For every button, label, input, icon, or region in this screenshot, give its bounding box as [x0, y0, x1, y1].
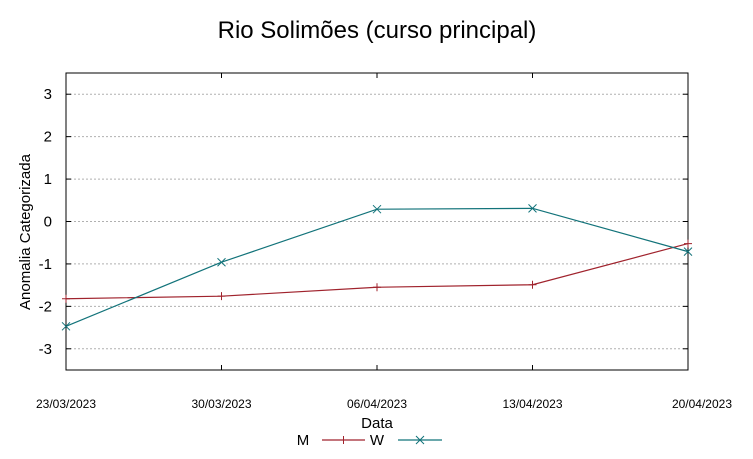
- y-axis: 3 2 1 0 -1 -2 -3: [39, 86, 688, 358]
- y-tick-label: 3: [44, 86, 52, 103]
- y-tick-label: 1: [44, 171, 52, 188]
- y-tick-label: 0: [44, 214, 52, 231]
- legend-marker-w: [415, 435, 425, 445]
- x-tick-label: 23/03/2023: [36, 397, 96, 411]
- x-tick-label: 06/04/2023: [347, 397, 407, 411]
- legend-label-w: W: [370, 432, 385, 449]
- series-m-point: [62, 294, 70, 303]
- chart-title: Rio Solimões (curso principal): [218, 17, 537, 44]
- series-w-point: [528, 203, 537, 213]
- legend-marker-m: [339, 436, 348, 444]
- series-m-point: [528, 280, 537, 289]
- series-m-point: [684, 239, 692, 248]
- series-w-point: [683, 247, 693, 256]
- y-tick-label: -3: [39, 341, 52, 358]
- series-m-point: [373, 283, 381, 292]
- series-m: [62, 239, 692, 303]
- series-w-line: [65, 207, 689, 327]
- legend-label-m: M: [297, 432, 310, 449]
- series-group: [61, 203, 693, 331]
- grid-lines: [66, 93, 688, 350]
- series-w-point: [372, 204, 382, 214]
- series-m-point: [217, 292, 226, 301]
- x-axis-label: Data: [361, 415, 393, 432]
- y-axis-label: Anomalia Categorizada: [17, 153, 34, 310]
- x-tick-label: 13/04/2023: [502, 397, 562, 411]
- series-w: [61, 203, 693, 331]
- x-tick-label: 20/04/2023: [672, 397, 732, 411]
- x-tick-label: 30/03/2023: [191, 397, 251, 411]
- y-tick-label: 2: [44, 129, 52, 146]
- y-tick-label: -1: [39, 256, 52, 273]
- series-w-point: [61, 321, 71, 331]
- y-tick-label: -2: [39, 298, 52, 315]
- series-w-point: [217, 257, 226, 267]
- x-axis: 23/03/2023 30/03/2023 06/04/2023 13/04/2023…: [36, 73, 732, 411]
